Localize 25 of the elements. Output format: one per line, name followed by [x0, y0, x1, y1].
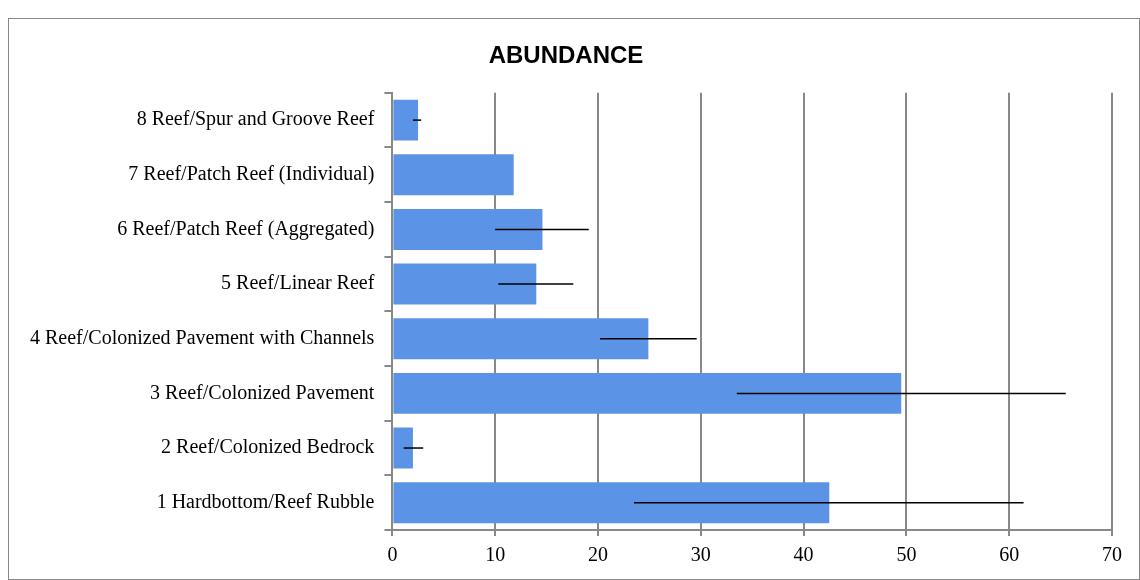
y-tick-label: 3 Reef/Colonized Pavement [149, 380, 375, 403]
y-tick-label: 7 Reef/Patch Reef (Individual) [128, 162, 375, 186]
x-tick-label: 70 [1102, 543, 1122, 566]
chart-title: ABUNDANCE [488, 41, 644, 69]
x-tick-label: 0 [387, 543, 398, 566]
x-tick-label: 30 [690, 543, 711, 566]
y-tick-label: 6 Reef/Patch Reef (Aggregated) [117, 216, 375, 240]
bar [393, 99, 419, 141]
y-tick-label: 2 Reef/Colonized Bedrock [161, 435, 375, 458]
bar [393, 318, 649, 360]
x-tick-label: 50 [896, 543, 917, 566]
y-tick-label: 1 Hardbottom/Reef Rubble [156, 489, 375, 512]
y-tick-label: 4 Reef/Colonized Pavement with Channels [30, 325, 375, 348]
y-tick-label: 8 Reef/Spur and Groove Reef [136, 107, 375, 131]
bar [393, 263, 537, 305]
bar [393, 208, 543, 250]
bar [393, 482, 830, 524]
x-tick-label: 60 [999, 543, 1020, 566]
y-tick-label: 5 Reef/Linear Reef [221, 271, 375, 294]
bar [393, 427, 413, 469]
x-tick-label: 40 [793, 543, 814, 566]
x-tick-label: 10 [485, 543, 506, 566]
bar [393, 154, 514, 196]
bar [393, 372, 902, 414]
x-tick-label: 20 [587, 543, 608, 566]
